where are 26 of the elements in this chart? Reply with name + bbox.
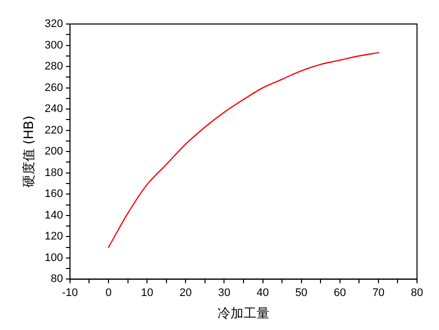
y-tick-label: 160 — [44, 188, 63, 200]
y-tick-label: 120 — [44, 230, 63, 243]
x-tick-label: 30 — [218, 286, 230, 299]
x-tick-label: 70 — [372, 286, 385, 299]
x-axis-title: 冷加工量 — [217, 306, 270, 322]
x-tick-label: 50 — [295, 286, 308, 299]
y-tick-label: 260 — [44, 82, 63, 94]
y-tick-label: 180 — [44, 166, 63, 179]
y-tick-label: 100 — [44, 252, 63, 264]
x-tick-label: 0 — [105, 286, 112, 299]
y-tick-label: 320 — [44, 18, 63, 30]
line-series — [108, 52, 380, 248]
y-tick-label: 280 — [44, 60, 63, 73]
x-tick-label: 20 — [180, 286, 192, 299]
x-tick-label: 10 — [140, 286, 154, 299]
y-tick-label: 220 — [44, 124, 63, 136]
y-tick-label: 300 — [44, 39, 63, 52]
x-tick-label: 60 — [334, 286, 346, 299]
x-tick-label: 80 — [410, 286, 424, 299]
y-tick-label: 240 — [44, 103, 63, 116]
x-tick-label: 40 — [256, 286, 269, 299]
y-tick-label: 140 — [44, 209, 63, 222]
x-tick-label: -10 — [62, 286, 78, 299]
y-tick-label: 80 — [50, 273, 63, 286]
y-axis-title: 硬度值 (HB) — [21, 116, 38, 188]
y-tick-label: 200 — [44, 146, 63, 158]
